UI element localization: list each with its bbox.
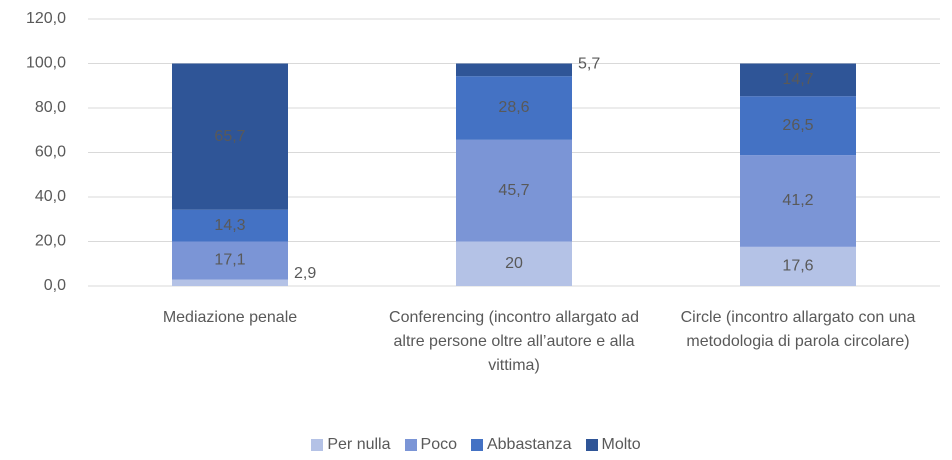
legend-label: Abbastanza — [486, 436, 572, 453]
x-tick-label: Circle (incontro allargato con una metod… — [680, 309, 916, 350]
y-tick-label: 100,0 — [26, 55, 66, 72]
bar-segment — [740, 155, 856, 247]
value-label: 26,5 — [782, 117, 813, 134]
value-label: 14,7 — [782, 71, 813, 88]
y-tick-label: 120,0 — [26, 10, 66, 27]
legend-item: Poco — [404, 436, 457, 454]
bar-segment — [172, 209, 288, 242]
x-tick-label: Mediazione penale — [162, 309, 298, 326]
value-label: 5,7 — [578, 55, 600, 72]
bar-segment — [456, 241, 572, 286]
bar-segment — [456, 76, 572, 140]
legend-item: Per nulla — [311, 436, 391, 454]
bar-segment — [172, 63, 288, 210]
value-label: 17,6 — [782, 258, 813, 275]
bar-segment — [172, 241, 288, 280]
bar-segment — [740, 63, 856, 97]
legend-label: Molto — [601, 436, 641, 453]
y-tick-label: 60,0 — [35, 144, 66, 161]
value-label: 2,9 — [294, 265, 316, 282]
legend: Per nulla Poco Abbastanza Molto — [0, 436, 952, 454]
bar-segment — [456, 63, 572, 77]
legend-item: Molto — [585, 436, 641, 454]
value-label: 28,6 — [498, 99, 529, 116]
y-tick-label: 80,0 — [35, 99, 66, 116]
legend-label: Poco — [420, 436, 457, 453]
legend-swatch — [585, 439, 598, 451]
legend-swatch — [311, 439, 324, 451]
y-tick-label: 0,0 — [44, 277, 66, 294]
value-label: 41,2 — [782, 192, 813, 209]
bar-segment — [740, 96, 856, 156]
value-label: 17,1 — [214, 252, 245, 269]
y-tick-label: 40,0 — [35, 188, 66, 205]
value-label: 65,7 — [214, 128, 245, 145]
value-label: 14,3 — [214, 217, 245, 234]
legend-label: Per nulla — [327, 436, 391, 453]
y-tick-label: 20,0 — [35, 233, 66, 250]
legend-item: Abbastanza — [470, 436, 572, 454]
bar-segment — [172, 279, 288, 286]
value-label: 20 — [505, 255, 523, 272]
x-tick-label: Conferencing (incontro allargato ad altr… — [389, 309, 639, 374]
bar-segment — [456, 139, 572, 242]
bar-segment — [740, 246, 856, 286]
value-label: 45,7 — [498, 182, 529, 199]
legend-swatch — [470, 439, 483, 451]
legend-swatch — [404, 439, 417, 451]
